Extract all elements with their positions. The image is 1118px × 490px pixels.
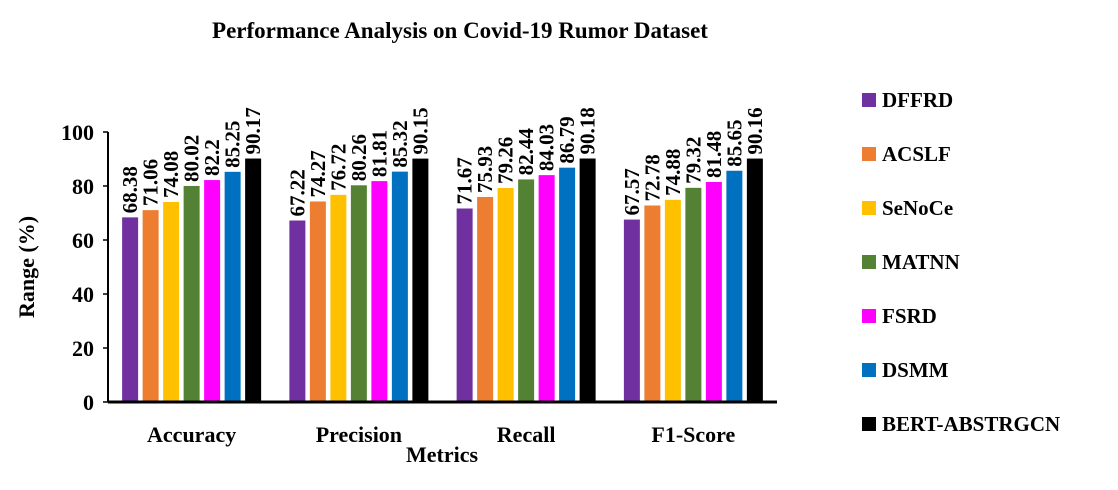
value-label: 86.79 <box>555 116 579 163</box>
legend-swatch <box>862 93 876 107</box>
bar <box>746 158 763 402</box>
value-label: 82.2 <box>200 139 224 176</box>
bar <box>664 199 681 402</box>
y-tick-label: 60 <box>72 228 94 253</box>
bar <box>142 210 159 402</box>
value-label: 85.25 <box>221 121 245 168</box>
legend-swatch <box>862 147 876 161</box>
legend-swatch <box>862 417 876 431</box>
bar <box>538 175 555 402</box>
bar <box>623 219 640 402</box>
value-label: 67.22 <box>285 169 309 216</box>
value-label: 71.06 <box>139 159 163 206</box>
legend-label: DSMM <box>882 358 949 382</box>
bar <box>644 205 661 402</box>
value-label: 71.67 <box>453 157 477 204</box>
legend-label: BERT-ABSTRGCN <box>882 412 1060 436</box>
x-tick-label: F1-Score <box>651 422 735 447</box>
bar <box>204 180 221 402</box>
value-label: 68.38 <box>118 166 142 213</box>
legend-label: DFFRD <box>882 88 953 112</box>
legend-label: MATNN <box>882 250 960 274</box>
bar <box>371 181 388 402</box>
bar <box>183 185 200 402</box>
bar <box>391 171 408 402</box>
legend-swatch <box>862 255 876 269</box>
bar <box>559 167 576 402</box>
legend-label: ACSLF <box>882 142 951 166</box>
value-label: 72.78 <box>640 154 664 201</box>
y-tick-label: 20 <box>72 336 94 361</box>
value-label: 85.32 <box>388 120 412 167</box>
bar <box>705 182 722 402</box>
value-label: 90.16 <box>743 107 767 154</box>
value-label: 74.88 <box>661 149 685 196</box>
bar <box>497 187 514 402</box>
value-label: 79.26 <box>494 137 518 184</box>
value-label: 90.17 <box>241 107 265 154</box>
value-label: 75.93 <box>473 146 497 193</box>
y-tick-label: 0 <box>83 390 94 415</box>
value-label: 84.03 <box>535 124 559 171</box>
y-tick-label: 40 <box>72 282 94 307</box>
value-label: 80.02 <box>180 135 204 182</box>
bar <box>518 179 535 402</box>
y-tick-label: 100 <box>61 120 94 145</box>
bar <box>330 194 347 402</box>
legend-label: SeNoCe <box>882 196 953 220</box>
bar <box>163 201 180 402</box>
bar <box>412 158 429 402</box>
bar <box>726 170 743 402</box>
bar <box>350 185 367 402</box>
chart-title: Performance Analysis on Covid-19 Rumor D… <box>212 18 708 43</box>
value-label: 90.18 <box>576 107 600 154</box>
bar <box>224 171 241 402</box>
x-tick-label: Precision <box>316 422 402 447</box>
value-label: 82.44 <box>514 128 538 176</box>
x-tick-label: Recall <box>497 422 556 447</box>
bar <box>309 201 326 402</box>
value-label: 81.81 <box>367 130 391 177</box>
bar <box>122 217 139 402</box>
value-label: 74.08 <box>159 151 183 198</box>
bar <box>579 158 596 402</box>
legend-label: FSRD <box>882 304 937 328</box>
legend-swatch <box>862 201 876 215</box>
x-tick-label: Accuracy <box>147 422 236 447</box>
y-axis-label: Range (%) <box>14 216 39 318</box>
bar <box>477 196 494 402</box>
legend-swatch <box>862 309 876 323</box>
bar <box>456 208 473 402</box>
value-label: 79.32 <box>681 137 705 184</box>
value-label: 85.65 <box>722 119 746 166</box>
bar <box>289 220 306 402</box>
bar <box>685 187 702 402</box>
value-label: 81.48 <box>702 131 726 178</box>
value-label: 67.57 <box>620 168 644 215</box>
value-label: 80.26 <box>347 134 371 181</box>
value-label: 76.72 <box>326 144 350 191</box>
x-axis-label: Metrics <box>406 442 478 467</box>
y-tick-label: 80 <box>72 174 94 199</box>
value-label: 74.27 <box>306 150 330 197</box>
legend-swatch <box>862 363 876 377</box>
bar <box>245 158 262 402</box>
value-label: 90.15 <box>408 107 432 154</box>
